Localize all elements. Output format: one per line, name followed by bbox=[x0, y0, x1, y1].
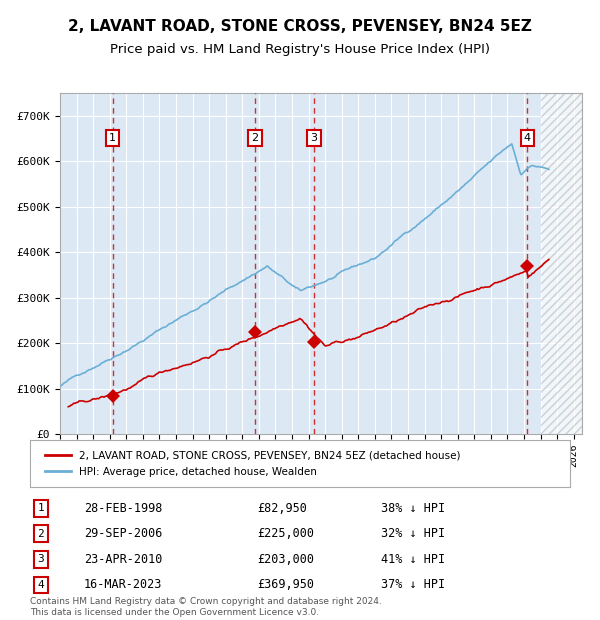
Text: 32% ↓ HPI: 32% ↓ HPI bbox=[381, 527, 445, 540]
Text: 23-APR-2010: 23-APR-2010 bbox=[84, 553, 163, 566]
Bar bbox=[541, 93, 582, 434]
Legend: 2, LAVANT ROAD, STONE CROSS, PEVENSEY, BN24 5EZ (detached house), HPI: Average p: 2, LAVANT ROAD, STONE CROSS, PEVENSEY, B… bbox=[41, 446, 465, 480]
Text: 37% ↓ HPI: 37% ↓ HPI bbox=[381, 578, 445, 591]
Text: 16-MAR-2023: 16-MAR-2023 bbox=[84, 578, 163, 591]
Text: £369,950: £369,950 bbox=[257, 578, 314, 591]
Text: 41% ↓ HPI: 41% ↓ HPI bbox=[381, 553, 445, 566]
Text: 3: 3 bbox=[37, 554, 44, 564]
Text: 28-FEB-1998: 28-FEB-1998 bbox=[84, 502, 163, 515]
Text: 4: 4 bbox=[524, 133, 531, 143]
Text: Price paid vs. HM Land Registry's House Price Index (HPI): Price paid vs. HM Land Registry's House … bbox=[110, 43, 490, 56]
Text: £203,000: £203,000 bbox=[257, 553, 314, 566]
Text: 4: 4 bbox=[37, 580, 44, 590]
Text: Contains HM Land Registry data © Crown copyright and database right 2024.
This d: Contains HM Land Registry data © Crown c… bbox=[30, 598, 382, 617]
Text: £82,950: £82,950 bbox=[257, 502, 307, 515]
Text: 2: 2 bbox=[37, 529, 44, 539]
Text: £225,000: £225,000 bbox=[257, 527, 314, 540]
Text: 2, LAVANT ROAD, STONE CROSS, PEVENSEY, BN24 5EZ: 2, LAVANT ROAD, STONE CROSS, PEVENSEY, B… bbox=[68, 19, 532, 33]
Text: 29-SEP-2006: 29-SEP-2006 bbox=[84, 527, 163, 540]
Text: 3: 3 bbox=[310, 133, 317, 143]
Text: 2: 2 bbox=[251, 133, 258, 143]
Text: 1: 1 bbox=[37, 503, 44, 513]
Bar bbox=[541, 93, 582, 434]
Text: 38% ↓ HPI: 38% ↓ HPI bbox=[381, 502, 445, 515]
Text: 1: 1 bbox=[109, 133, 116, 143]
